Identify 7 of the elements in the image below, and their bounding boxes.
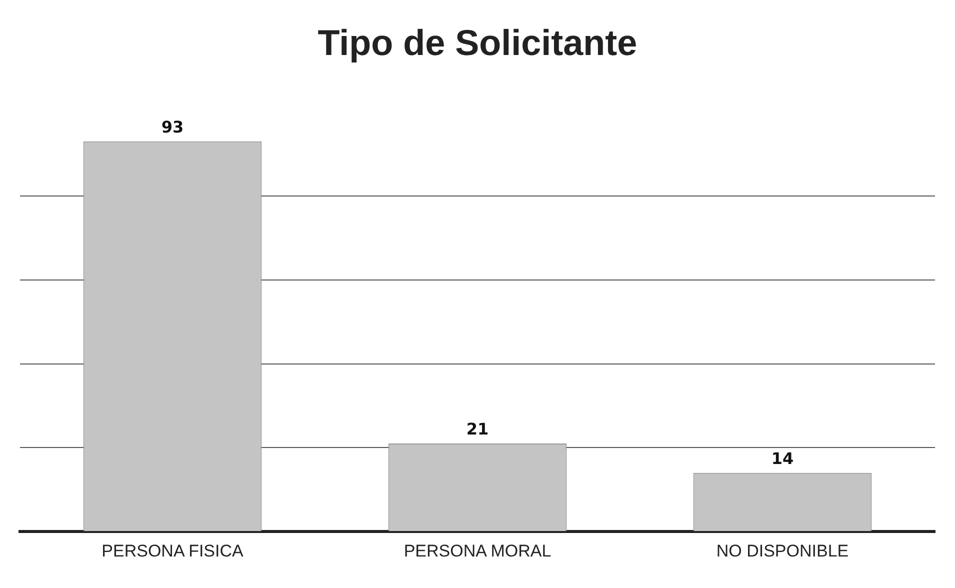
data-label: 14	[771, 449, 794, 468]
x-tick-label: PERSONA MORAL	[404, 541, 552, 560]
chart-title: Tipo de Solicitante	[316, 22, 638, 65]
x-tick-label: PERSONA FISICA	[102, 541, 244, 560]
data-label: 21	[466, 420, 489, 439]
x-tick-label: NO DISPONIBLE	[716, 541, 849, 560]
data-label: 93	[161, 118, 184, 137]
